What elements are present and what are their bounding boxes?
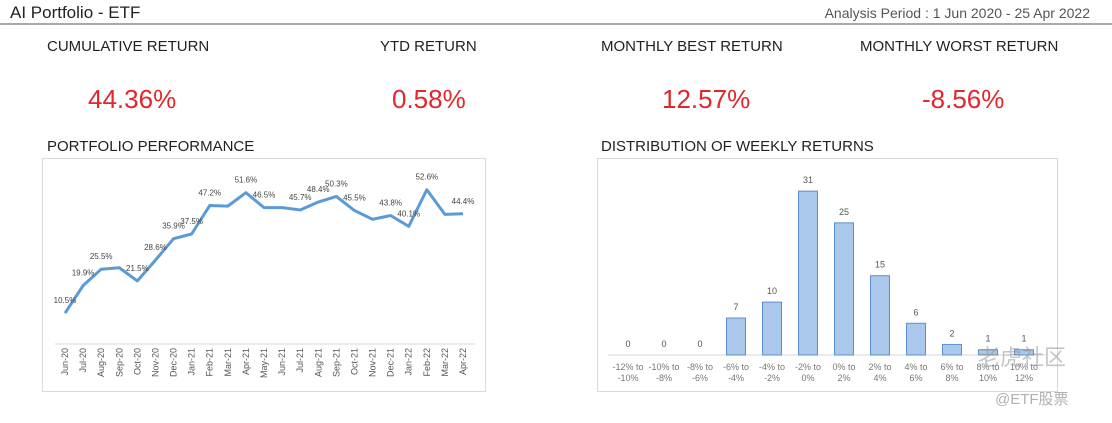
- data-label: 43.8%: [379, 199, 402, 208]
- bar: [978, 349, 998, 356]
- data-label: 51.6%: [235, 176, 258, 185]
- x-tick-label: Mar-21: [223, 348, 233, 377]
- kpi-value: 0.58%: [392, 84, 466, 114]
- x-tick-label: Jul-21: [295, 348, 305, 373]
- x-tick-label: 10% to 12%: [1009, 362, 1039, 383]
- data-label: 47.2%: [198, 189, 221, 198]
- data-label: 19.9%: [72, 269, 95, 278]
- bar: [942, 343, 962, 356]
- watermark: 老虎社区: [978, 345, 1067, 370]
- x-tick-label: Dec-21: [386, 348, 396, 377]
- x-tick-label: Nov-21: [368, 348, 378, 377]
- x-tick-label: Dec-20: [169, 348, 179, 377]
- x-tick-label: Apr-22: [458, 348, 468, 375]
- kpi-label: CUMULATIVE RETURN: [47, 38, 210, 55]
- bar: [798, 190, 818, 356]
- kpi-value: 12.57%: [662, 84, 751, 114]
- x-tick-label: Feb-22: [422, 348, 432, 377]
- bar: [870, 275, 890, 356]
- data-label: 21.5%: [126, 264, 149, 273]
- x-tick-label: Jun-21: [277, 348, 287, 376]
- data-label: 1: [1021, 334, 1026, 344]
- data-label: 46.5%: [253, 191, 276, 200]
- data-label: 10.5%: [54, 296, 77, 305]
- section-title: DISTRIBUTION OF WEEKLY RETURNS: [601, 138, 874, 155]
- x-tick-label: Nov-20: [150, 348, 160, 377]
- x-tick-label: Jan-22: [404, 348, 414, 376]
- bar: [762, 301, 782, 356]
- x-tick-label: 8% to 10%: [976, 362, 1000, 383]
- x-tick-label: Jul-20: [78, 348, 88, 373]
- data-label: 31: [803, 175, 813, 185]
- section-title: PORTFOLIO PERFORMANCE: [47, 138, 255, 155]
- data-label: 15: [875, 260, 885, 270]
- x-tick-label: 0% to 2%: [832, 362, 856, 383]
- x-tick-label: Oct-21: [349, 348, 359, 375]
- data-label: 44.4%: [452, 197, 475, 206]
- bar-chart-frame: [597, 158, 1058, 392]
- data-label: 52.6%: [415, 173, 438, 182]
- x-tick-label: -8% to -6%: [686, 362, 713, 383]
- x-tick-label: Jun-20: [60, 348, 70, 376]
- data-label: 45.5%: [343, 194, 366, 203]
- data-label: 25.5%: [90, 252, 113, 261]
- x-tick-label: Aug-21: [313, 348, 323, 377]
- data-label: 0: [625, 339, 630, 349]
- x-tick-label: Feb-21: [205, 348, 215, 377]
- x-tick-label: Mar-22: [440, 348, 450, 377]
- x-tick-label: Sep-20: [114, 348, 124, 377]
- analysis-period: Analysis Period : 1 Jun 2020 - 25 Apr 20…: [824, 5, 1090, 21]
- page-title: AI Portfolio - ETF: [10, 3, 141, 22]
- data-label: 7: [733, 302, 738, 312]
- watermark: @ETF股票: [995, 391, 1069, 408]
- data-label: 6: [913, 307, 918, 317]
- x-tick-label: Aug-20: [96, 348, 106, 377]
- data-label: 50.3%: [325, 179, 348, 188]
- data-label: 45.7%: [289, 193, 312, 202]
- data-label: 40.1%: [397, 209, 420, 218]
- x-tick-label: 6% to 8%: [940, 362, 964, 383]
- data-label: 48.4%: [307, 185, 330, 194]
- x-tick-label: -4% to -2%: [758, 362, 785, 383]
- kpi-value: -8.56%: [922, 84, 1005, 114]
- kpi-label: MONTHLY BEST RETURN: [601, 38, 783, 55]
- bar: [834, 222, 854, 356]
- x-tick-label: -10% to -8%: [648, 362, 680, 383]
- data-label: 0: [697, 339, 702, 349]
- data-label: 28.6%: [144, 243, 167, 252]
- bar: [1014, 349, 1034, 356]
- performance-line: [63, 188, 464, 315]
- x-tick-label: 4% to 6%: [904, 362, 928, 383]
- kpi-label: YTD RETURN: [380, 38, 477, 55]
- bar: [906, 322, 926, 356]
- data-label: 2: [949, 328, 954, 338]
- kpi-value: 44.36%: [88, 84, 177, 114]
- x-tick-label: Oct-20: [132, 348, 142, 375]
- data-label: 37.5%: [180, 217, 203, 226]
- x-tick-label: -12% to -10%: [612, 362, 644, 383]
- x-tick-label: -6% to -4%: [722, 362, 749, 383]
- x-tick-label: Sep-21: [331, 348, 341, 377]
- data-label: 25: [839, 207, 849, 217]
- x-tick-label: 2% to 4%: [868, 362, 892, 383]
- bar: [726, 317, 746, 356]
- data-label: 1: [985, 334, 990, 344]
- data-label: 10: [767, 286, 777, 296]
- data-label: 0: [661, 339, 666, 349]
- kpi-label: MONTHLY WORST RETURN: [860, 38, 1059, 55]
- x-tick-label: -2% to 0%: [794, 362, 821, 383]
- data-label: 35.9%: [162, 222, 185, 231]
- x-tick-label: Jan-21: [187, 348, 197, 376]
- x-tick-label: Apr-21: [241, 348, 251, 375]
- line-chart-frame: [42, 158, 486, 392]
- x-tick-label: May-21: [259, 348, 269, 378]
